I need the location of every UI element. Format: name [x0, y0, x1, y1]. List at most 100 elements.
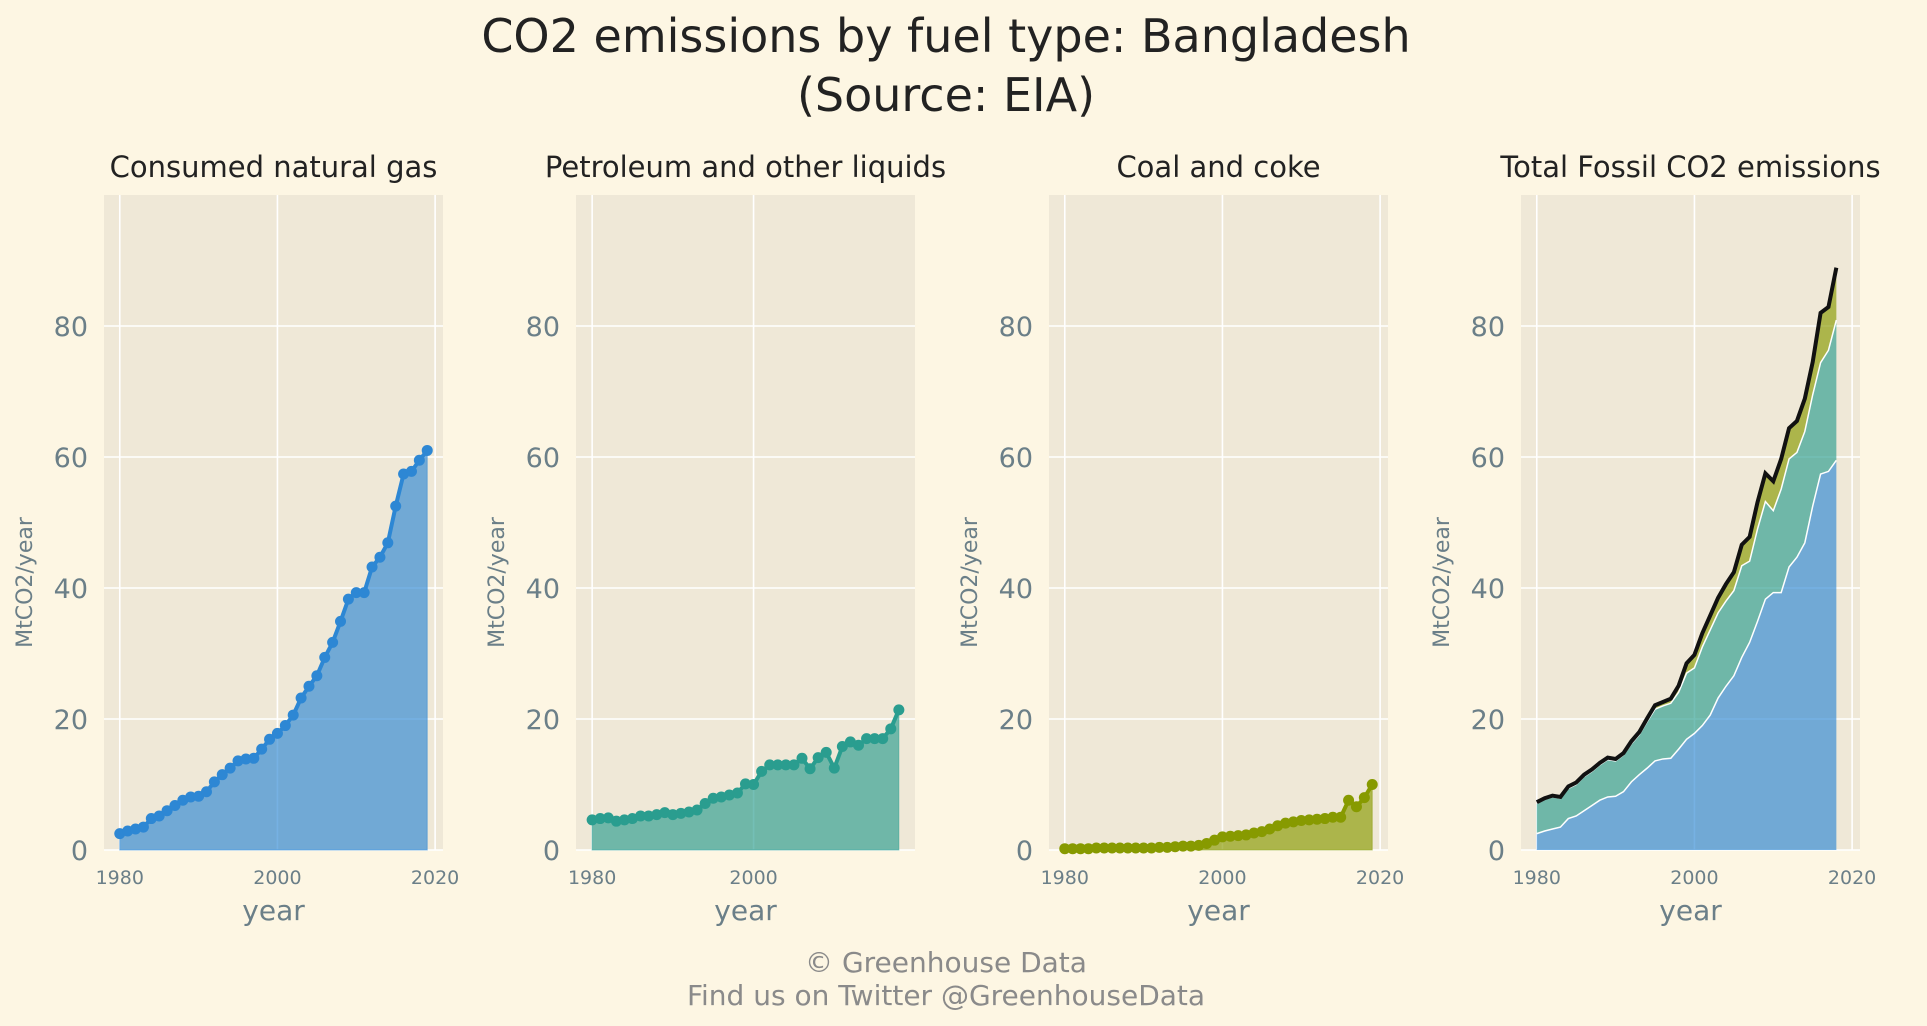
y-tick-label: 20 — [1471, 705, 1505, 736]
x-tick-label: 1980 — [1041, 867, 1089, 889]
data-point — [1224, 830, 1236, 842]
footer-credit: © Greenhouse Data — [805, 946, 1087, 979]
data-point — [390, 500, 402, 512]
data-point — [828, 762, 840, 774]
data-point — [169, 799, 181, 811]
data-point — [610, 815, 622, 827]
data-point — [1216, 831, 1228, 843]
data-point — [861, 733, 873, 745]
data-point — [1366, 779, 1378, 790]
data-point — [1295, 815, 1307, 827]
data-point — [1327, 811, 1339, 823]
x-axis-label: year — [242, 894, 305, 927]
y-tick-label: 40 — [54, 574, 88, 605]
data-point — [1090, 842, 1102, 854]
data-point — [216, 769, 228, 781]
y-tick-label: 20 — [526, 705, 560, 736]
y-tick-label: 40 — [1471, 574, 1505, 605]
data-point — [1343, 794, 1355, 806]
x-tick-label: 1980 — [568, 867, 616, 889]
data-point — [1082, 843, 1094, 855]
data-point — [137, 821, 149, 833]
data-point — [405, 465, 417, 477]
data-point — [1335, 811, 1347, 823]
data-point — [877, 733, 889, 745]
data-point — [1303, 814, 1315, 826]
data-point — [295, 692, 307, 704]
data-point — [772, 759, 784, 771]
y-axis-label: MtCO2/year — [13, 516, 38, 648]
total-line — [1535, 267, 1839, 804]
data-point — [335, 615, 347, 627]
x-tick-label: 1980 — [96, 867, 144, 889]
y-tick-label: 60 — [999, 443, 1033, 474]
plot-area — [1049, 195, 1388, 850]
data-point — [804, 763, 816, 775]
y-tick-label: 80 — [526, 312, 560, 343]
data-point — [1311, 813, 1323, 825]
x-axis-label: year — [1659, 894, 1722, 927]
footer-twitter: Find us on Twitter @GreenhouseData — [687, 979, 1205, 1012]
data-point — [699, 797, 711, 809]
data-point — [731, 787, 743, 799]
chart-panel-1: 0 20 40 60 80 1980 2000 2020 year MtCO2/year Consu… — [13, 150, 459, 927]
y-axis-label: MtCO2/year — [485, 516, 510, 648]
chart-panel-2: 0 20 40 60 80 1980 2000 year MtCO2/year Petroleum… — [485, 150, 946, 927]
data-point — [780, 759, 792, 771]
data-point — [224, 762, 236, 774]
data-point — [153, 810, 165, 822]
data-point — [311, 670, 323, 682]
data-point — [594, 813, 606, 825]
data-point — [1138, 842, 1150, 854]
data-point — [836, 741, 848, 753]
data-point — [366, 561, 378, 573]
data-point — [885, 723, 897, 735]
data-point — [279, 720, 291, 732]
data-point — [853, 739, 864, 751]
x-tick-label: 2000 — [253, 867, 301, 889]
data-point — [208, 776, 220, 788]
data-point — [1232, 830, 1244, 842]
y-tick-label: 40 — [999, 574, 1033, 605]
data-point — [200, 786, 212, 798]
data-point — [374, 551, 386, 563]
data-point — [1075, 843, 1087, 855]
y-tick-label: 0 — [543, 836, 560, 867]
x-tick-label: 2000 — [1198, 867, 1246, 889]
figure-title: CO2 emissions by fuel type: Bangladesh — [481, 9, 1410, 63]
data-point — [1059, 843, 1071, 855]
data-point — [643, 810, 655, 822]
x-tick-label: 2000 — [1670, 867, 1718, 889]
x-axis-label: year — [1187, 894, 1250, 927]
y-tick-label: 80 — [1471, 312, 1505, 343]
y-axis-label: MtCO2/year — [958, 516, 983, 648]
data-point — [586, 814, 598, 826]
data-point — [413, 454, 425, 466]
data-point — [240, 753, 252, 765]
data-point — [1177, 840, 1189, 852]
y-tick-label: 80 — [54, 312, 88, 343]
data-point — [1122, 842, 1134, 854]
stacked-area-1 — [1536, 460, 1837, 850]
data-point — [1098, 842, 1110, 854]
data-point — [421, 444, 433, 456]
y-tick-label: 60 — [1471, 443, 1505, 474]
y-tick-label: 60 — [526, 443, 560, 474]
y-axis-label: MtCO2/year — [1430, 516, 1455, 648]
stacked-area-2 — [1536, 320, 1837, 834]
data-point — [893, 704, 905, 716]
x-axis-label: year — [714, 894, 777, 927]
data-point — [812, 752, 824, 764]
data-point — [1350, 801, 1362, 813]
data-point — [756, 765, 768, 777]
panel-title: Petroleum and other liquids — [545, 150, 946, 184]
data-point — [1153, 841, 1165, 853]
y-tick-label: 80 — [999, 312, 1033, 343]
panel-title: Consumed natural gas — [110, 150, 438, 184]
stack-boundary-1 — [1536, 459, 1837, 835]
data-point — [788, 759, 800, 771]
data-point — [667, 809, 679, 821]
data-point — [691, 804, 703, 816]
chart-panel-4: 0 20 40 60 80 1980 2000 2020 year MtCO2/year Total… — [1430, 150, 1881, 927]
